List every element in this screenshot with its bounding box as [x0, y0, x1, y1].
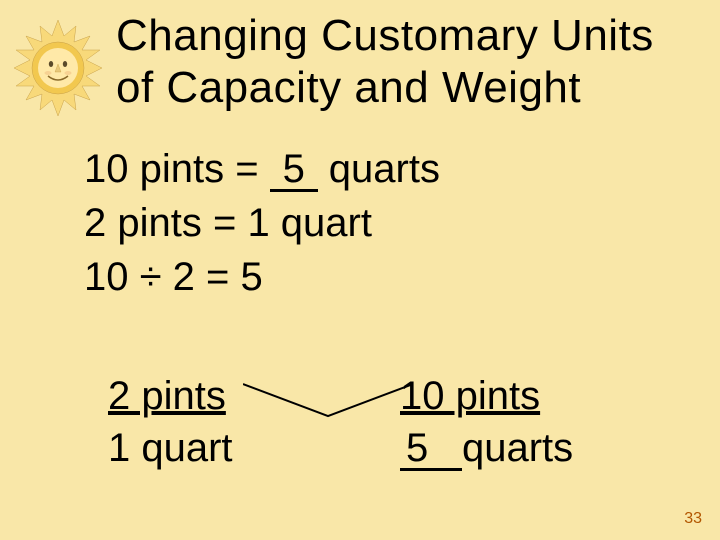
line1-pre: 10 pints = [84, 147, 270, 191]
ratio-left-top: 2 pints [108, 370, 233, 422]
ratio-right-top: 10 pints [400, 370, 573, 422]
problem-line-1: 10 pints = 5 quarts [84, 142, 440, 196]
title-line-2: of Capacity and Weight [116, 62, 654, 114]
line1-blank: 5 [270, 149, 318, 192]
line1-post: quarts [318, 147, 440, 191]
ratio-left-bottom: 1 quart [108, 422, 233, 474]
ratio-left: 2 pints 1 quart [108, 370, 233, 474]
slide-title: Changing Customary Units of Capacity and… [116, 10, 654, 114]
connector-wedge-icon [243, 376, 413, 420]
page-number: 33 [684, 510, 702, 528]
problem-line-3: 10 ÷ 2 = 5 [84, 250, 440, 304]
problem-block: 10 pints = 5 quarts 2 pints = 1 quart 10… [84, 142, 440, 304]
sun-icon [8, 18, 108, 118]
title-line-1: Changing Customary Units [116, 10, 654, 62]
ratio-right-post: quarts [462, 426, 573, 470]
problem-line-2: 2 pints = 1 quart [84, 196, 440, 250]
ratio-right: 10 pints 5quarts [400, 370, 573, 474]
ratio-right-bottom: 5quarts [400, 422, 573, 474]
ratio-right-blank: 5 [400, 428, 462, 471]
